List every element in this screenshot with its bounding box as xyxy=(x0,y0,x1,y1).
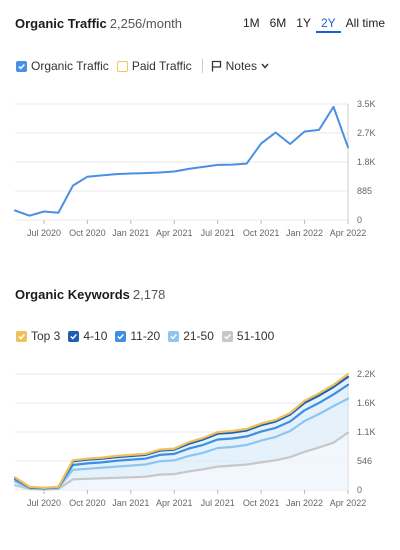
keywords-legend: Top 3 4-10 11-20 21-50 51-100 xyxy=(16,329,282,343)
x-tick-label: Apr 2022 xyxy=(330,498,367,508)
organic-traffic-chart: 3.5K 2.7K 1.8K 885 0 Jul 2020 Oct 2020 Jan 2021… xyxy=(14,99,376,238)
legend-4-10[interactable]: 4-10 xyxy=(68,329,107,343)
organic-keywords-label: Organic Keywords xyxy=(15,287,130,302)
organic-traffic-value: 2,256/month xyxy=(109,16,183,31)
range-all-time-button[interactable]: All time xyxy=(345,16,385,30)
legend-11-20[interactable]: 11-20 xyxy=(115,329,160,343)
legend-51-100-label: 51-100 xyxy=(236,329,275,343)
x-tick-label: Oct 2020 xyxy=(69,498,106,508)
checkbox-checked-icon xyxy=(16,330,27,342)
organic-traffic-label: Organic Traffic xyxy=(15,16,107,31)
y-tick-label: 2.2K xyxy=(357,369,376,379)
x-tick-label: Jul 2021 xyxy=(201,228,235,238)
range-6m-button[interactable]: 6M xyxy=(269,16,287,30)
organic-traffic-title: Organic Traffic 2,256/month xyxy=(15,16,182,31)
notes-label: Notes xyxy=(225,59,257,73)
x-tick-label: Jan 2021 xyxy=(112,228,149,238)
organic-keywords-chart: 2.2K 1.6K 1.1K 546 0 Jul 2020 Oct 2020 Jan 2021… xyxy=(13,369,376,508)
chevron-down-icon xyxy=(261,63,269,69)
checkbox-unchecked-icon xyxy=(116,60,128,72)
legend-21-50[interactable]: 21-50 xyxy=(168,329,214,343)
range-2y-button[interactable]: 2Y xyxy=(315,16,341,33)
x-tick-label: Apr 2022 xyxy=(330,228,367,238)
time-range-selector: 1M 6M 1Y 2Y All time xyxy=(238,16,390,33)
y-tick-label: 546 xyxy=(357,456,372,466)
traffic-legend: Organic Traffic Paid Traffic Notes xyxy=(16,59,277,73)
legend-divider xyxy=(201,59,203,73)
legend-paid-traffic[interactable]: Paid Traffic xyxy=(116,59,192,73)
y-tick-label: 1.1K xyxy=(357,427,376,437)
series-line-21-50 xyxy=(13,397,350,490)
x-tick-label: Jul 2020 xyxy=(27,498,61,508)
series-line-organic-traffic xyxy=(14,105,349,217)
y-tick-label: 3.5K xyxy=(357,99,376,109)
checkbox-checked-icon xyxy=(68,330,80,342)
checkbox-checked-icon xyxy=(221,330,233,342)
x-tick-label: Jan 2021 xyxy=(112,498,149,508)
legend-organic-traffic-label: Organic Traffic xyxy=(31,59,109,73)
range-1y-button[interactable]: 1Y xyxy=(296,16,311,30)
series-line-51-100 xyxy=(13,431,350,491)
x-tick-label: Jan 2022 xyxy=(286,498,323,508)
checkbox-checked-icon xyxy=(168,330,180,342)
flag-icon xyxy=(211,60,221,72)
checkbox-checked-icon xyxy=(16,60,27,72)
series-line-top-3 xyxy=(13,373,350,489)
organic-keywords-value: 2,178 xyxy=(132,287,166,302)
x-tick-label: Apr 2021 xyxy=(156,498,193,508)
legend-paid-traffic-label: Paid Traffic xyxy=(131,59,192,73)
checkbox-checked-icon xyxy=(115,330,127,342)
legend-top3-label: Top 3 xyxy=(31,329,61,343)
series-base-fill xyxy=(15,432,348,490)
legend-21-50-label: 21-50 xyxy=(183,329,214,343)
x-tick-label: Jan 2022 xyxy=(286,228,323,238)
legend-51-100[interactable]: 51-100 xyxy=(221,329,275,343)
x-tick-label: Jul 2021 xyxy=(201,498,235,508)
legend-11-20-label: 11-20 xyxy=(130,329,161,343)
y-tick-label: 2.7K xyxy=(357,128,376,138)
y-tick-label: 0 xyxy=(357,215,362,225)
y-tick-label: 1.8K xyxy=(357,157,376,167)
x-tick-label: Oct 2020 xyxy=(69,228,106,238)
legend-organic-traffic[interactable]: Organic Traffic xyxy=(16,59,109,73)
x-tick-label: Oct 2021 xyxy=(243,498,280,508)
x-tick-label: Apr 2021 xyxy=(156,228,193,238)
series-line-11-20 xyxy=(13,383,350,490)
y-tick-label: 1.6K xyxy=(357,398,376,408)
range-1m-button[interactable]: 1M xyxy=(242,16,260,30)
organic-keywords-title: Organic Keywords 2,178 xyxy=(15,287,165,302)
legend-4-10-label: 4-10 xyxy=(83,329,108,343)
series-band-fill xyxy=(15,374,348,490)
x-tick-label: Oct 2021 xyxy=(243,228,280,238)
notes-dropdown[interactable]: Notes xyxy=(211,59,269,73)
x-tick-label: Jul 2020 xyxy=(27,228,61,238)
legend-top3[interactable]: Top 3 xyxy=(16,329,60,343)
y-tick-label: 0 xyxy=(357,485,362,495)
y-tick-label: 885 xyxy=(357,186,372,196)
